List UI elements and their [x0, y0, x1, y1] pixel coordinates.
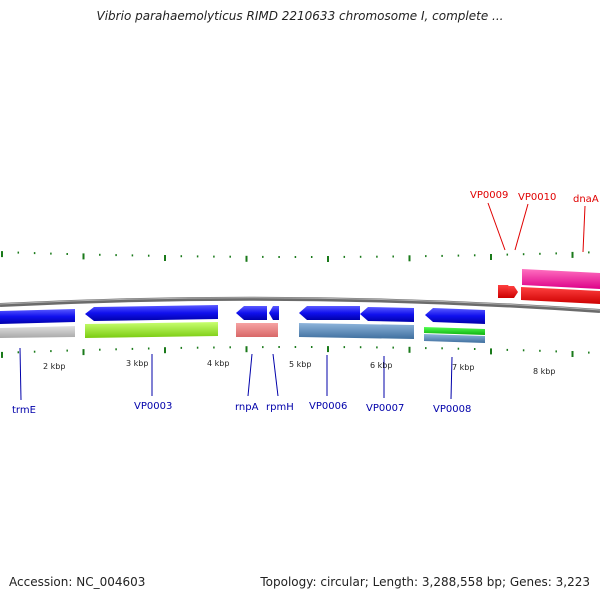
gene-label-VP0008[interactable]: VP0008: [433, 404, 471, 415]
leader-line-VP0008: [450, 356, 453, 400]
gene-trmE-arrow: [0, 309, 75, 324]
gene-VP0006-arrow: [299, 306, 360, 320]
leader-line-rpmH: [272, 353, 279, 397]
leader-line-VP0009: [487, 202, 506, 251]
gene-VP0006[interactable]: [299, 306, 414, 339]
leader-line-VP0010: [514, 203, 529, 251]
gene-VP0007[interactable]: [360, 307, 414, 322]
gene-rpmH[interactable]: [269, 306, 279, 320]
scale-label: 3 kbp: [126, 359, 148, 368]
gene-VP0008-arrow: [425, 308, 485, 324]
gene-VP0007-arrow: [360, 307, 414, 322]
scale-label: 8 kbp: [533, 367, 555, 376]
gene-dnaA[interactable]: [521, 269, 600, 304]
map-title: Vibrio parahaemolyticus RIMD 2210633 chr…: [96, 9, 504, 23]
reverse-gene-leaders: [19, 347, 453, 401]
chromosome-backbone: [0, 296, 600, 313]
gene-VP0003-arrow: [85, 322, 218, 338]
scale-label: 7 kbp: [452, 363, 474, 372]
accession-text: Accession: NC_004603: [9, 575, 146, 589]
gene-label-dnaA[interactable]: dnaA: [573, 194, 599, 205]
gene-rnpA-arrow: [236, 306, 267, 320]
gene-VP0003[interactable]: [85, 305, 218, 338]
gene-VP0008[interactable]: [424, 308, 485, 343]
gene-VP0010[interactable]: [508, 286, 518, 298]
gene-label-VP0010[interactable]: VP0010: [518, 192, 556, 203]
gene-VP0010-arrow: [508, 286, 518, 298]
scale-label: 5 kbp: [289, 360, 311, 369]
gene-dnaA-arrow: [521, 287, 600, 304]
gene-rnpA-arrow: [236, 323, 278, 337]
scale-label: 4 kbp: [207, 359, 229, 368]
chromosome-backbone-highlight: [0, 297, 600, 311]
gene-VP0008-arrow: [424, 334, 485, 343]
leader-line-dnaA: [582, 205, 586, 253]
gene-label-rpmH[interactable]: rpmH: [266, 402, 294, 413]
gene-trmE[interactable]: [0, 309, 75, 338]
gene-dnaA-arrow: [522, 269, 600, 289]
gene-VP0003-arrow: [85, 305, 218, 321]
scale-label: 2 kbp: [43, 362, 65, 371]
gene-VP0006-arrow: [299, 323, 414, 339]
gene-label-VP0006[interactable]: VP0006: [309, 401, 347, 412]
forward-gene-leaders: [487, 202, 586, 253]
gene-rpmH-arrow: [269, 306, 279, 320]
top-tick-row: [1, 251, 590, 262]
leader-line-trmE: [19, 347, 22, 401]
scale-labels: 2 kbp 3 kbp 4 kbp 5 kbp 6 kbp 7 kbp 8 kb…: [43, 359, 555, 376]
forward-gene-labels: VP0009 VP0010 dnaA: [470, 190, 599, 205]
leader-line-rnpA: [247, 353, 253, 397]
gene-label-VP0003[interactable]: VP0003: [134, 401, 172, 412]
gene-trmE-arrow: [0, 326, 75, 338]
bottom-tick-row: [1, 346, 590, 358]
gene-label-trmE[interactable]: trmE: [12, 405, 36, 416]
gene-rnpA[interactable]: [236, 306, 278, 337]
gene-label-VP0007[interactable]: VP0007: [366, 403, 404, 414]
gene-VP0008-arrow: [424, 327, 485, 335]
genome-summary-text: Topology: circular; Length: 3,288,558 bp…: [260, 575, 590, 589]
reverse-gene-labels: trmE VP0003 rnpA rpmH VP0006 VP0007 VP00…: [12, 401, 471, 416]
gene-label-rnpA[interactable]: rnpA: [235, 402, 259, 413]
gene-label-VP0009[interactable]: VP0009: [470, 190, 508, 201]
scale-label: 6 kbp: [370, 361, 392, 370]
